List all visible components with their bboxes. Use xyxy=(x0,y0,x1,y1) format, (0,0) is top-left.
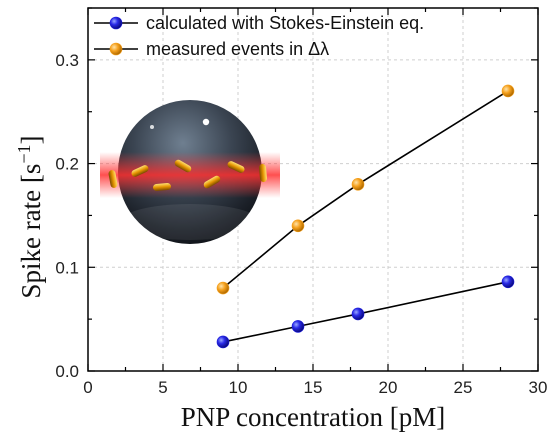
legend-label: measured events in Δλ xyxy=(146,39,329,59)
y-axis-title-main: Spike rate [s xyxy=(16,164,46,299)
y-tick-label: 0.2 xyxy=(55,155,79,174)
y-axis-title: Spike rate [s−1] xyxy=(14,135,46,298)
legend-label: calculated with Stokes-Einstein eq. xyxy=(146,13,424,33)
x-tick-label: 10 xyxy=(229,378,248,397)
x-axis-title: PNP concentration [pM] xyxy=(181,402,445,432)
y-tick-label: 0.1 xyxy=(55,258,79,277)
data-point-series-1 xyxy=(291,219,305,233)
y-tick-label: 0.3 xyxy=(55,51,79,70)
microsphere-illustration xyxy=(100,100,280,244)
x-tick-label: 20 xyxy=(379,378,398,397)
legend: calculated with Stokes-Einstein eq. measu… xyxy=(94,13,424,59)
y-axis-title-superscript: −1 xyxy=(14,144,34,163)
data-point-series-1 xyxy=(351,178,365,191)
y-axis-title-end: ] xyxy=(16,135,46,144)
axes: 0 5 10 15 20 25 30 0.0 0.1 0.2 0.3 xyxy=(55,7,548,397)
legend-marker xyxy=(109,16,123,30)
specular-highlight xyxy=(202,118,210,126)
series xyxy=(216,84,515,349)
x-tick-label: 30 xyxy=(529,378,548,397)
series-line-0 xyxy=(222,281,509,343)
series-line-1 xyxy=(222,90,509,289)
x-tick-label: 25 xyxy=(454,378,473,397)
nanorods xyxy=(108,159,267,191)
x-tick-label: 5 xyxy=(158,378,167,397)
data-point-series-0 xyxy=(351,307,365,321)
data-point-series-0 xyxy=(216,335,230,349)
data-point-series-1 xyxy=(501,84,515,98)
y-tick-label: 0.0 xyxy=(55,362,79,381)
data-point-series-0 xyxy=(501,275,515,289)
data-point-series-0 xyxy=(291,320,305,333)
resonance-band xyxy=(100,152,280,198)
legend-marker xyxy=(109,42,123,56)
x-tick-label: 15 xyxy=(304,378,323,397)
x-tick-label: 0 xyxy=(83,378,92,397)
data-point-series-1 xyxy=(216,281,230,295)
